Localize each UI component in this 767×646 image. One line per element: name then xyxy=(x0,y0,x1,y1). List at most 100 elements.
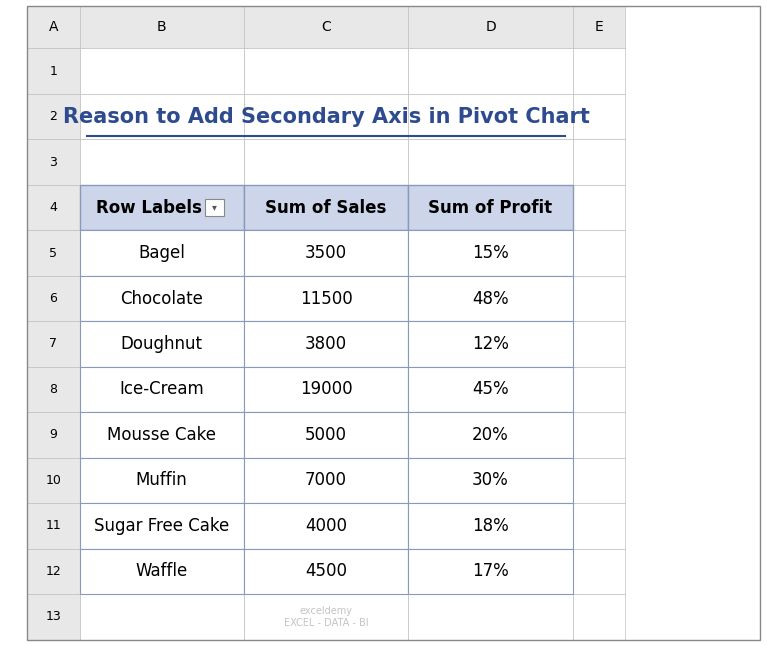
FancyBboxPatch shape xyxy=(244,276,408,321)
FancyBboxPatch shape xyxy=(27,185,80,231)
FancyBboxPatch shape xyxy=(408,457,573,503)
FancyBboxPatch shape xyxy=(408,231,573,276)
FancyBboxPatch shape xyxy=(80,412,244,457)
FancyBboxPatch shape xyxy=(573,367,625,412)
FancyBboxPatch shape xyxy=(80,503,244,548)
FancyBboxPatch shape xyxy=(408,367,573,412)
FancyBboxPatch shape xyxy=(573,412,625,457)
FancyBboxPatch shape xyxy=(27,503,80,548)
Text: Doughnut: Doughnut xyxy=(120,335,202,353)
FancyBboxPatch shape xyxy=(244,548,408,594)
Text: 4: 4 xyxy=(49,201,58,214)
FancyBboxPatch shape xyxy=(80,140,244,185)
FancyBboxPatch shape xyxy=(80,548,244,594)
FancyBboxPatch shape xyxy=(408,276,573,321)
FancyBboxPatch shape xyxy=(244,140,408,185)
Text: Sum of Sales: Sum of Sales xyxy=(265,198,387,216)
Text: 12%: 12% xyxy=(472,335,509,353)
FancyBboxPatch shape xyxy=(573,457,625,503)
Text: 3: 3 xyxy=(49,156,58,169)
Text: 5000: 5000 xyxy=(305,426,347,444)
FancyBboxPatch shape xyxy=(80,6,244,48)
FancyBboxPatch shape xyxy=(244,185,408,231)
Text: Mousse Cake: Mousse Cake xyxy=(107,426,216,444)
FancyBboxPatch shape xyxy=(80,48,244,94)
Text: Chocolate: Chocolate xyxy=(120,289,203,307)
FancyBboxPatch shape xyxy=(80,367,244,412)
FancyBboxPatch shape xyxy=(244,503,408,548)
FancyBboxPatch shape xyxy=(244,231,408,276)
FancyBboxPatch shape xyxy=(244,321,408,367)
Text: 1: 1 xyxy=(49,65,58,78)
FancyBboxPatch shape xyxy=(408,412,573,457)
Text: 6: 6 xyxy=(49,292,58,305)
FancyBboxPatch shape xyxy=(408,594,573,640)
FancyBboxPatch shape xyxy=(573,94,625,140)
FancyBboxPatch shape xyxy=(408,140,573,185)
FancyBboxPatch shape xyxy=(80,94,244,140)
Text: 9: 9 xyxy=(49,428,58,441)
Text: 17%: 17% xyxy=(472,562,509,580)
FancyBboxPatch shape xyxy=(573,548,625,594)
FancyBboxPatch shape xyxy=(573,231,625,276)
FancyBboxPatch shape xyxy=(244,457,408,503)
Text: 19000: 19000 xyxy=(300,380,352,399)
FancyBboxPatch shape xyxy=(205,199,224,216)
FancyBboxPatch shape xyxy=(573,594,625,640)
FancyBboxPatch shape xyxy=(408,185,573,231)
FancyBboxPatch shape xyxy=(244,48,408,94)
FancyBboxPatch shape xyxy=(80,503,244,548)
FancyBboxPatch shape xyxy=(27,367,80,412)
Text: 7000: 7000 xyxy=(305,472,347,490)
FancyBboxPatch shape xyxy=(408,548,573,594)
Text: 18%: 18% xyxy=(472,517,509,535)
Text: 20%: 20% xyxy=(472,426,509,444)
Text: Reason to Add Secondary Axis in Pivot Chart: Reason to Add Secondary Axis in Pivot Ch… xyxy=(63,107,590,127)
FancyBboxPatch shape xyxy=(573,185,625,231)
FancyBboxPatch shape xyxy=(408,503,573,548)
FancyBboxPatch shape xyxy=(80,457,244,503)
FancyBboxPatch shape xyxy=(27,412,80,457)
Text: Sum of Profit: Sum of Profit xyxy=(429,198,552,216)
FancyBboxPatch shape xyxy=(244,6,408,48)
Text: A: A xyxy=(48,21,58,34)
Text: 4500: 4500 xyxy=(305,562,347,580)
FancyBboxPatch shape xyxy=(573,503,625,548)
Text: 3500: 3500 xyxy=(305,244,347,262)
Text: D: D xyxy=(486,21,496,34)
FancyBboxPatch shape xyxy=(27,594,80,640)
Text: Row Labels: Row Labels xyxy=(96,198,202,216)
FancyBboxPatch shape xyxy=(244,594,408,640)
Text: Muffin: Muffin xyxy=(136,472,188,490)
Text: Waffle: Waffle xyxy=(136,562,188,580)
FancyBboxPatch shape xyxy=(80,367,244,412)
Text: 4000: 4000 xyxy=(305,517,347,535)
FancyBboxPatch shape xyxy=(408,185,573,231)
FancyBboxPatch shape xyxy=(244,321,408,367)
Text: Ice-Cream: Ice-Cream xyxy=(120,380,204,399)
FancyBboxPatch shape xyxy=(408,321,573,367)
Text: 10: 10 xyxy=(45,474,61,487)
FancyBboxPatch shape xyxy=(27,140,80,185)
Text: 11: 11 xyxy=(45,519,61,532)
FancyBboxPatch shape xyxy=(80,412,244,457)
FancyBboxPatch shape xyxy=(27,6,80,48)
Text: 12: 12 xyxy=(45,565,61,578)
FancyBboxPatch shape xyxy=(80,276,244,321)
FancyBboxPatch shape xyxy=(244,457,408,503)
FancyBboxPatch shape xyxy=(244,503,408,548)
FancyBboxPatch shape xyxy=(80,548,244,594)
FancyBboxPatch shape xyxy=(244,412,408,457)
Text: Sugar Free Cake: Sugar Free Cake xyxy=(94,517,229,535)
FancyBboxPatch shape xyxy=(573,276,625,321)
Text: 48%: 48% xyxy=(472,289,509,307)
FancyBboxPatch shape xyxy=(408,321,573,367)
FancyBboxPatch shape xyxy=(573,140,625,185)
Text: 3800: 3800 xyxy=(305,335,347,353)
Text: E: E xyxy=(594,21,603,34)
Text: 2: 2 xyxy=(49,110,58,123)
Text: 7: 7 xyxy=(49,337,58,351)
FancyBboxPatch shape xyxy=(80,594,244,640)
FancyBboxPatch shape xyxy=(244,548,408,594)
FancyBboxPatch shape xyxy=(408,548,573,594)
